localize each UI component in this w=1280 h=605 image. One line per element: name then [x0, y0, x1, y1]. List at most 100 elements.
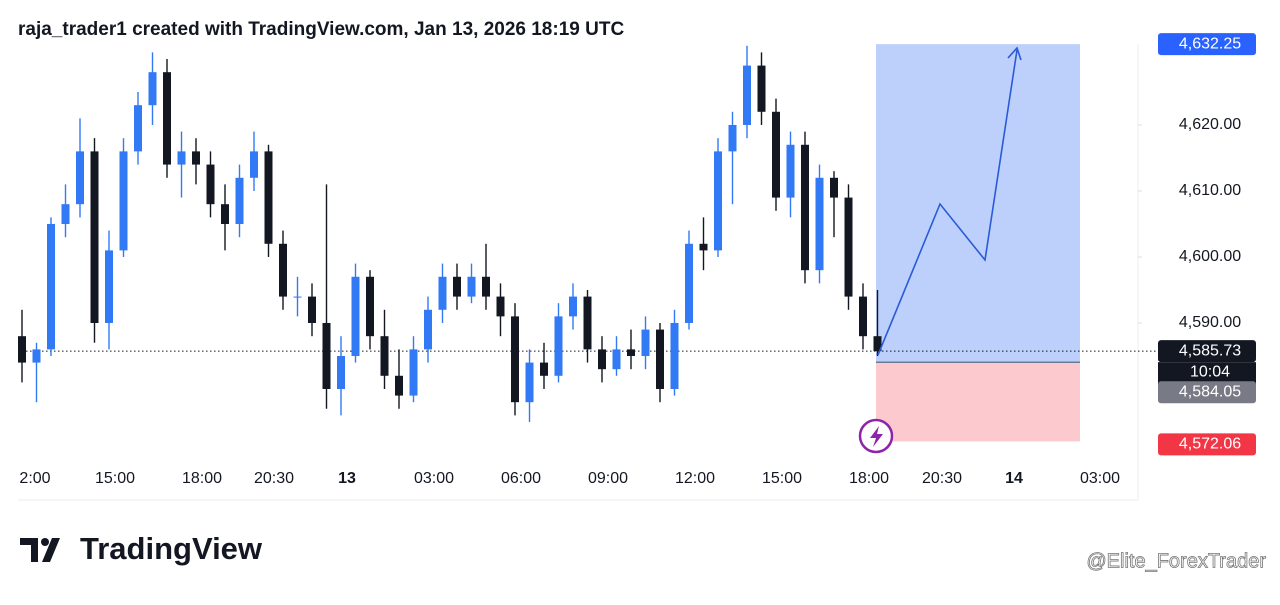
candle-body	[525, 362, 534, 403]
logo-mark	[20, 538, 60, 562]
candle-body	[18, 336, 26, 363]
y-tick-label: 4,590.00	[1179, 314, 1241, 331]
candle-body	[859, 296, 867, 337]
candle-body	[192, 151, 200, 165]
price-tag	[1158, 33, 1256, 56]
candle-body	[351, 276, 360, 356]
candle-body	[264, 151, 273, 244]
candle-body	[366, 276, 374, 337]
x-tick-label: 09:00	[588, 470, 628, 487]
candle-body	[337, 355, 345, 389]
countdown-box	[1158, 362, 1256, 385]
candle-body	[728, 124, 737, 152]
x-tick-label: 2:00	[19, 470, 50, 487]
candle-body	[293, 296, 302, 298]
candle-body	[844, 197, 853, 297]
x-tick-label: 14	[1005, 470, 1023, 487]
candle-body	[47, 223, 55, 350]
candle-body	[467, 276, 476, 297]
candle-body	[453, 276, 461, 297]
candle-body	[569, 296, 577, 317]
candle-body	[714, 151, 722, 251]
candle-body	[380, 336, 389, 376]
x-tick-label: 03:00	[414, 470, 454, 487]
candle-body	[177, 151, 186, 165]
candle-body	[598, 349, 606, 370]
x-tick-label: 13	[338, 470, 356, 487]
candle-body	[801, 144, 809, 271]
x-tick-label: 15:00	[95, 470, 135, 487]
position-tool	[18, 44, 1160, 442]
candle-body	[279, 243, 287, 297]
x-tick-label: 12:00	[675, 470, 715, 487]
y-tick-label: 4,610.00	[1179, 182, 1241, 199]
stop-zone	[876, 362, 1080, 442]
candle-body	[685, 243, 693, 323]
candle-body	[656, 329, 664, 389]
header: raja_trader1 created with TradingView.co…	[18, 19, 624, 40]
price-tag	[1158, 381, 1256, 404]
price-tag-label: 4,585.73	[1179, 342, 1241, 359]
candle-body	[235, 177, 244, 224]
y-tick-label: 4,620.00	[1179, 116, 1241, 133]
x-tick-label: 20:30	[922, 470, 962, 487]
candle-body	[395, 375, 403, 396]
candle-body	[540, 362, 548, 376]
logo-dot	[41, 538, 49, 546]
candle-body	[511, 316, 519, 403]
candle-body	[76, 151, 84, 205]
y-tick-label: 4,600.00	[1179, 248, 1241, 265]
candle-body	[554, 316, 563, 376]
target-zone	[876, 44, 1080, 363]
candle-body	[815, 177, 824, 271]
candle-body	[61, 204, 70, 224]
price-tag	[1158, 340, 1256, 363]
candle-body	[612, 349, 621, 370]
candle-body	[221, 204, 229, 224]
candle-body	[743, 65, 751, 125]
candle-body	[627, 349, 635, 356]
x-tick-label: 06:00	[501, 470, 541, 487]
candle-body	[308, 296, 316, 323]
candle-body	[32, 349, 41, 363]
watermark: @Elite_ForexTrader	[1086, 550, 1266, 572]
candle-body	[786, 144, 795, 198]
candle-body	[322, 322, 331, 389]
candle-body	[438, 276, 447, 310]
candle-body	[424, 309, 432, 350]
candle-body	[409, 349, 418, 396]
candle-body	[105, 250, 113, 323]
candle-body	[670, 322, 679, 389]
logo-text: TradingView	[80, 531, 263, 566]
countdown: 10:04	[1190, 363, 1230, 380]
projection-path	[877, 49, 1018, 356]
price-tag-label: 4,632.25	[1179, 35, 1241, 52]
x-tick-label: 03:00	[1080, 470, 1120, 487]
candle-body	[772, 111, 780, 198]
x-tick-label: 15:00	[762, 470, 802, 487]
candle-body	[757, 65, 766, 112]
candle-body	[119, 151, 128, 251]
candle-body	[830, 177, 838, 198]
price-tag-label: 4,584.05	[1179, 383, 1241, 400]
x-tick-label: 20:30	[254, 470, 294, 487]
projection-arrowhead	[1007, 46, 1022, 61]
x-tick-label: 18:00	[182, 470, 222, 487]
candle-body	[496, 296, 505, 317]
candle-body	[206, 164, 215, 205]
candle-body	[699, 243, 708, 251]
candle-body	[873, 336, 882, 352]
footer-logo: TradingView	[20, 531, 263, 566]
price-tag-label: 4,572.06	[1179, 436, 1241, 453]
candle-body	[134, 105, 142, 152]
candle-body	[163, 72, 171, 165]
candle-body	[148, 72, 157, 106]
overlay	[858, 46, 1022, 454]
price-tag	[1158, 433, 1256, 456]
candle-body	[90, 151, 99, 323]
candle-body	[641, 329, 650, 356]
candles	[18, 45, 882, 422]
candle-body	[482, 276, 490, 297]
axes: 4,590.00 4,600.00 4,610.00 4,620.00 4,632.25…	[19, 33, 1256, 487]
